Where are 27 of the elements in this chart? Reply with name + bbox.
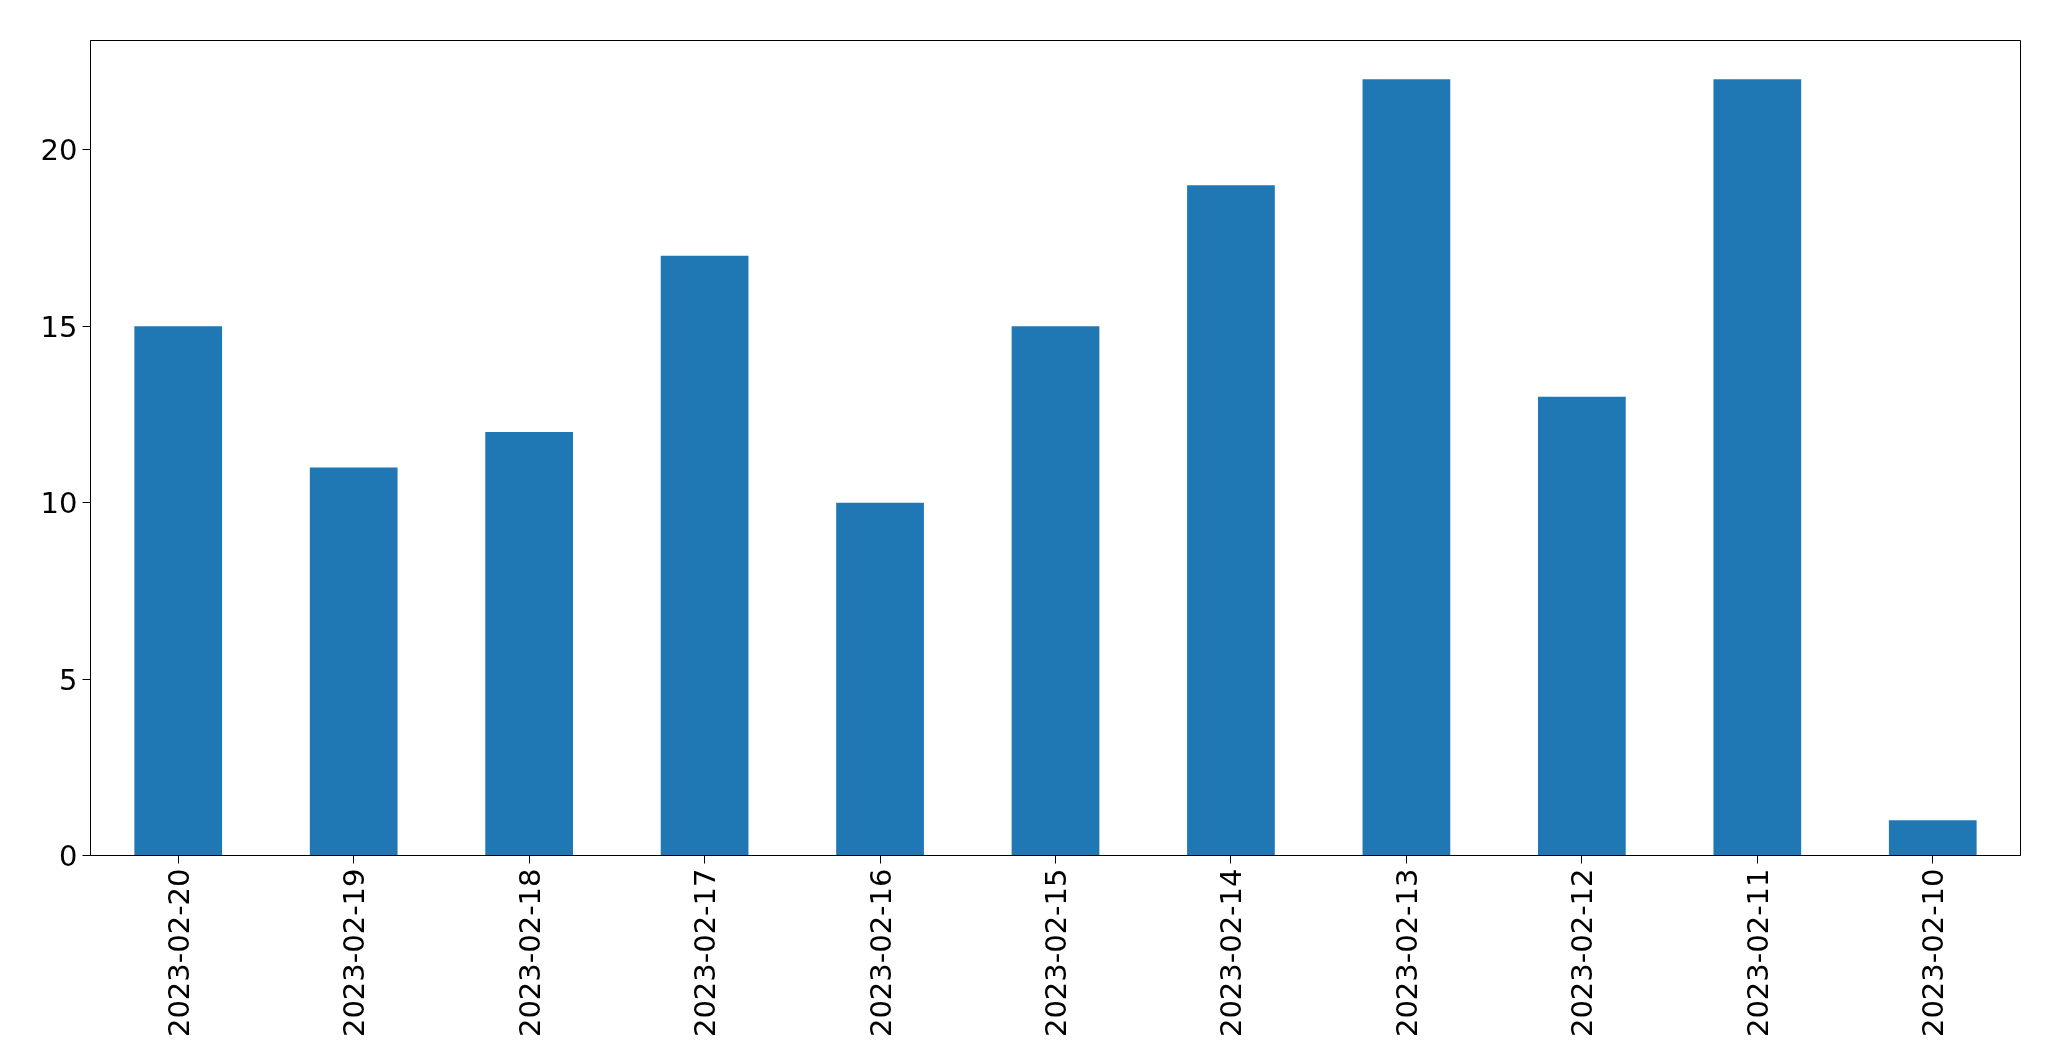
x-tick-label: 2023-02-16	[863, 868, 898, 1038]
x-tick-label: 2023-02-12	[1565, 868, 1600, 1038]
bar	[134, 326, 223, 856]
y-tick-label: 5	[59, 662, 78, 697]
x-tick-label: 2023-02-17	[688, 868, 723, 1038]
bar	[1713, 79, 1802, 856]
y-tick-label: 20	[40, 133, 78, 168]
bar	[1362, 79, 1451, 856]
x-tick-label: 2023-02-10	[1916, 868, 1951, 1038]
bar	[836, 502, 924, 856]
bar	[485, 432, 573, 856]
x-tick-label: 2023-02-19	[337, 868, 372, 1038]
y-tick-label: 10	[40, 486, 78, 521]
bar	[1011, 326, 1100, 856]
y-tick-label: 15	[40, 309, 78, 344]
x-tick-label: 2023-02-20	[161, 868, 196, 1038]
bar	[1187, 185, 1275, 856]
bar	[309, 467, 398, 856]
x-tick-label: 2023-02-18	[512, 868, 547, 1038]
y-tick-label: 0	[59, 839, 78, 873]
x-tick-label: 2023-02-14	[1214, 868, 1249, 1038]
bar	[1888, 820, 1977, 856]
x-tick-label: 2023-02-13	[1389, 868, 1424, 1038]
bar	[660, 255, 749, 856]
x-tick-label: 2023-02-11	[1740, 868, 1775, 1038]
bar	[1538, 396, 1626, 856]
x-tick-label: 2023-02-15	[1039, 868, 1073, 1038]
